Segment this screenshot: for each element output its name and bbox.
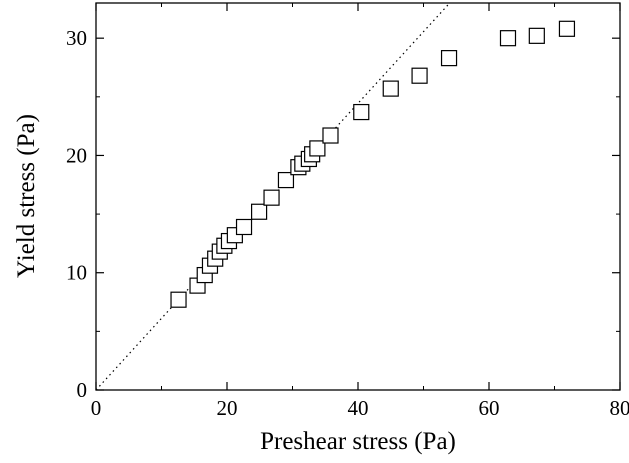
x-tick-label: 0 <box>91 396 102 420</box>
data-point <box>440 50 458 67</box>
data-point <box>277 171 295 189</box>
data-point <box>235 218 253 236</box>
data-point <box>170 291 187 308</box>
data-point <box>558 20 576 37</box>
y-tick-label: 10 <box>66 261 87 285</box>
data-point <box>411 67 428 84</box>
data-point <box>263 189 280 206</box>
data-point <box>322 127 339 144</box>
data-point <box>382 80 399 97</box>
y-tick-label: 30 <box>66 26 87 50</box>
x-tick-label: 40 <box>348 396 369 420</box>
data-point <box>353 103 370 121</box>
x-tick-label: 20 <box>217 396 238 420</box>
x-tick-label: 80 <box>610 396 629 420</box>
data-points <box>170 20 576 308</box>
y-tick-label: 20 <box>66 143 87 167</box>
tick-labels: 0 20 40 60 80 0 10 20 30 <box>66 26 629 420</box>
axis-ticks <box>95 3 621 391</box>
x-axis-label: Preshear stress (Pa) <box>260 428 456 455</box>
data-point <box>309 140 326 157</box>
data-point <box>528 27 545 44</box>
data-point <box>250 203 268 220</box>
plot-frame <box>95 2 621 391</box>
x-tick-label: 60 <box>479 396 500 420</box>
y-tick-label: 0 <box>77 378 88 402</box>
y-axis-label: Yield stress (Pa) <box>13 114 40 278</box>
data-point <box>499 30 517 47</box>
